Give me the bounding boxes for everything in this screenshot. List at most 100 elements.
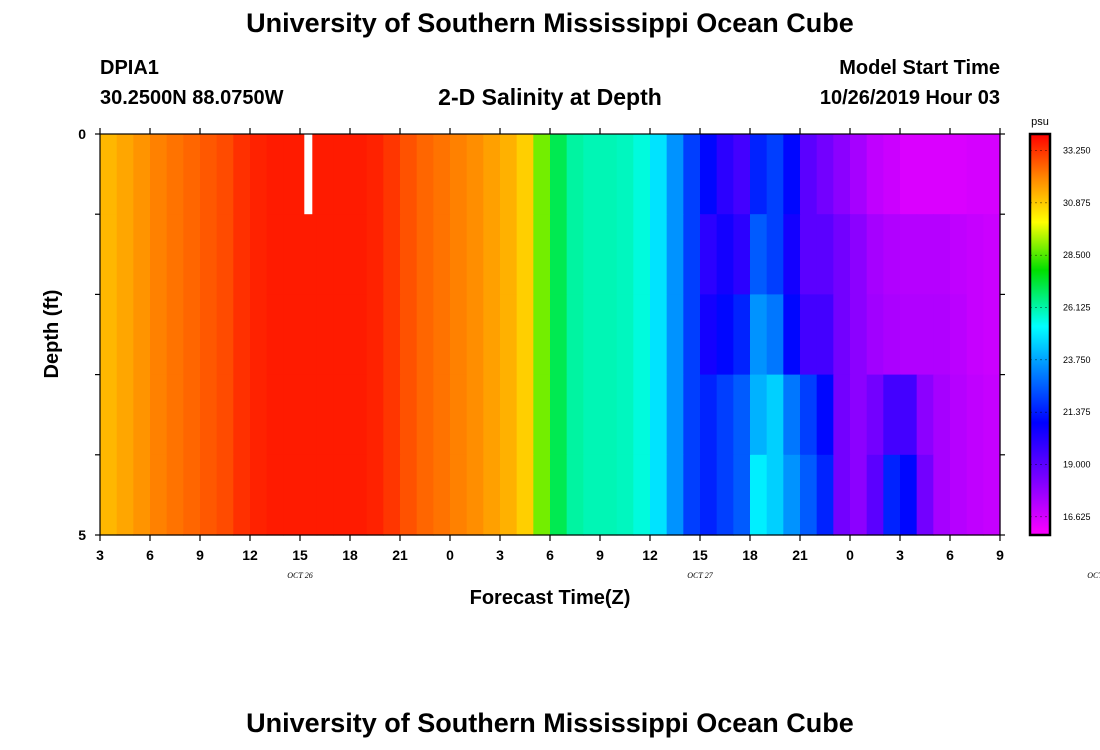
model-start-time: 10/26/2019 Hour 03 — [819, 87, 1000, 109]
heatmap-cell — [600, 454, 618, 536]
heatmap-cell — [433, 214, 451, 295]
heatmap-cell — [566, 374, 584, 456]
heatmap-cell — [983, 134, 1001, 215]
heatmap-cell — [966, 134, 984, 215]
heatmap-cell — [583, 134, 601, 215]
time-marker — [304, 134, 313, 215]
heatmap-cell — [183, 374, 201, 456]
heatmap-cell — [716, 294, 734, 376]
heatmap-cell — [133, 454, 151, 536]
colorbar-tick-label: 19.000 — [1063, 459, 1091, 469]
heatmap-cell — [783, 374, 801, 456]
heatmap-cell — [383, 454, 401, 536]
heatmap-cell — [950, 214, 968, 295]
heatmap-cell — [716, 214, 734, 295]
heatmap-cell — [983, 294, 1001, 376]
heatmap-cell — [416, 454, 434, 536]
x-tick-label: 0 — [846, 547, 854, 563]
heatmap-cell — [483, 294, 501, 376]
heatmap-cell — [616, 374, 634, 456]
heatmap-cell — [516, 214, 534, 295]
y-tick-label: 5 — [78, 527, 86, 543]
heatmap-cell — [433, 374, 451, 456]
heatmap-cell — [816, 134, 834, 215]
heatmap-cell — [316, 374, 334, 456]
chart-title: 2-D Salinity at Depth — [438, 84, 662, 110]
heatmap-cell — [716, 134, 734, 215]
heatmap-cell — [966, 454, 984, 536]
heatmap-cell — [933, 374, 951, 456]
heatmap-cell — [533, 454, 551, 536]
heatmap-cell — [433, 134, 451, 215]
heatmap-cell — [300, 374, 318, 456]
heatmap-cell — [583, 294, 601, 376]
heatmap-cell — [350, 374, 368, 456]
x-tick-label: 21 — [792, 547, 808, 563]
heatmap-cell — [966, 374, 984, 456]
y-axis: 05 — [78, 126, 1005, 543]
colorbar-tick-label: 23.750 — [1063, 355, 1091, 365]
heatmap-cell — [900, 294, 918, 376]
heatmap-cell — [400, 454, 418, 536]
heatmap-cell — [783, 134, 801, 215]
colorbar-ticks: 33.250 30.875 28.500 26.125 23.750 21.375 19.0… — [1030, 146, 1091, 522]
heatmap-cell — [700, 214, 718, 295]
page-title: University of Southern Mississippi Ocean… — [246, 8, 854, 38]
heatmap-cell — [683, 134, 701, 215]
heatmap-cell — [316, 134, 334, 215]
heatmap-cell — [366, 294, 384, 376]
heatmap-cell — [733, 134, 751, 215]
x-tick-label: 3 — [896, 547, 904, 563]
heatmap-cell — [883, 214, 901, 295]
x-tick-label: 3 — [96, 547, 104, 563]
colorbar-tick-label: 16.625 — [1063, 512, 1091, 522]
heatmap-cell — [266, 294, 284, 376]
heatmap-cell — [516, 294, 534, 376]
heatmap-cell — [850, 214, 868, 295]
heatmap-cell — [800, 134, 818, 215]
heatmap-cell — [700, 374, 718, 456]
heatmap-cell — [950, 294, 968, 376]
heatmap-cell — [333, 134, 351, 215]
heatmap-cell — [800, 214, 818, 295]
heatmap-cell — [666, 374, 684, 456]
heatmap-cell — [216, 374, 234, 456]
heatmap-cell — [150, 134, 168, 215]
heatmap-cell — [266, 134, 284, 215]
footer-title: University of Southern Mississippi Ocean… — [246, 708, 854, 738]
heatmap-cell — [600, 134, 618, 215]
heatmap-cell — [583, 454, 601, 536]
heatmap-cell — [750, 134, 768, 215]
heatmap-cell — [633, 374, 651, 456]
colorbar-tick-label: 33.250 — [1063, 146, 1091, 156]
heatmap-cell — [516, 134, 534, 215]
heatmap-cell — [966, 214, 984, 295]
heatmap-cell — [400, 214, 418, 295]
heatmap-cell — [216, 134, 234, 215]
heatmap-cell — [283, 374, 301, 456]
heatmap-cell — [466, 454, 484, 536]
heatmap-cell — [666, 214, 684, 295]
heatmap-cell — [150, 214, 168, 295]
heatmap-cell — [133, 214, 151, 295]
heatmap-cell — [700, 134, 718, 215]
heatmap-cell — [533, 134, 551, 215]
heatmap-cell — [216, 454, 234, 536]
heatmap-cell — [250, 214, 268, 295]
heatmap-cell — [266, 454, 284, 536]
heatmap-cell — [466, 214, 484, 295]
heatmap-cell — [783, 214, 801, 295]
heatmap-cell — [916, 134, 934, 215]
heatmap-cell — [866, 374, 884, 456]
heatmap-cell — [983, 454, 1001, 536]
heatmap-cell — [816, 374, 834, 456]
colorbar-tick-label: 21.375 — [1063, 407, 1091, 417]
heatmap-cell — [550, 214, 568, 295]
heatmap-cell — [183, 294, 201, 376]
heatmap-cell — [250, 294, 268, 376]
x-date-label: OCT 28 — [1087, 571, 1100, 580]
heatmap-cell — [683, 454, 701, 536]
heatmap-cell — [333, 214, 351, 295]
x-tick-label: 6 — [146, 547, 154, 563]
heatmap-cell — [216, 214, 234, 295]
